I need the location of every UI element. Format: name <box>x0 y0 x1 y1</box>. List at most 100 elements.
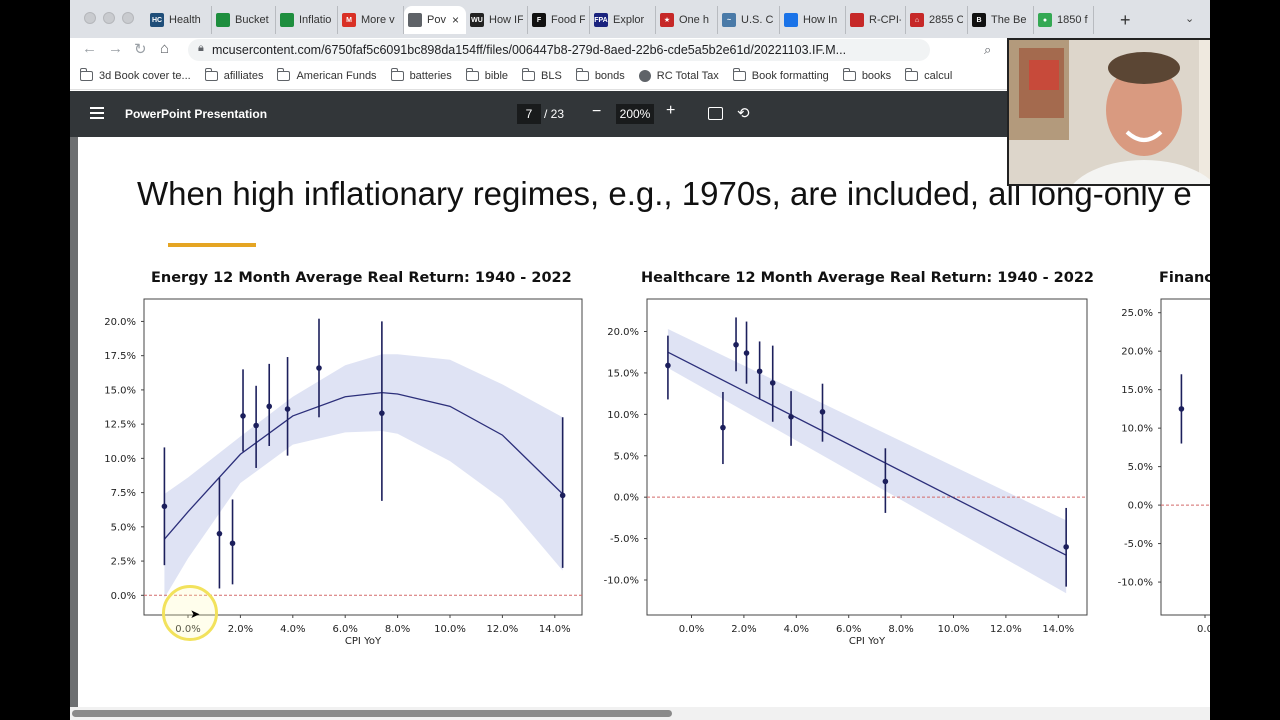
y-tick-label: -10.0% <box>604 576 639 587</box>
y-tick-label: -10.0% <box>1118 578 1153 589</box>
chart-title-energy: Energy 12 Month Average Real Return: 194… <box>151 270 572 286</box>
fit-page-icon[interactable] <box>708 107 723 120</box>
data-point <box>559 492 566 499</box>
tab[interactable]: R-CPI- <box>846 6 906 34</box>
horizontal-scrollbar[interactable] <box>70 707 1210 720</box>
data-point <box>240 413 246 419</box>
tab[interactable]: Inflatio <box>276 6 338 34</box>
page-number-input[interactable]: 7 <box>517 104 541 124</box>
bookmark-item[interactable]: RC Total Tax <box>638 69 719 82</box>
plot-area <box>1160 298 1210 616</box>
data-point <box>720 424 726 431</box>
y-tick-label: -5.0% <box>1124 539 1153 550</box>
bookmark-item[interactable]: Book formatting <box>732 67 829 82</box>
energy-chart: 0.0% 2.5% 5.0% 7.5% 10.0% 12.5% 15.0% 17.5% 20.0… <box>104 298 583 647</box>
rotate-icon[interactable]: ⟲ <box>737 105 750 122</box>
bookmark-item[interactable]: bonds <box>575 67 625 82</box>
bookmark-item[interactable]: BLS <box>522 67 562 82</box>
x-tick-label: 6.0% <box>332 624 357 635</box>
window-close-button[interactable] <box>84 12 96 24</box>
healthcare-chart: -10.0% -5.0% 0.0% 5.0% 10.0% 15.0% 20.0% 0.0% 2.… <box>604 298 1088 647</box>
tab[interactable]: ⌂ 2855 C <box>906 6 968 34</box>
bookmark-item[interactable]: books <box>842 67 891 82</box>
tab[interactable]: M More v <box>338 6 404 34</box>
y-tick-label: 5.0% <box>111 522 136 533</box>
tab-strip: HC Health Bucket Inflatio M More v Pov × WU How I… <box>70 0 1210 38</box>
back-arrow-icon[interactable]: ← <box>82 40 97 57</box>
forward-arrow-icon[interactable]: → <box>108 40 123 57</box>
home-icon[interactable]: ⌂ <box>160 40 170 57</box>
data-point <box>788 414 794 420</box>
folder-icon <box>732 67 746 81</box>
tab-label: More v <box>361 14 395 26</box>
window-maximize-button[interactable] <box>122 12 134 24</box>
globe-icon <box>638 69 651 82</box>
fit-line <box>163 391 564 540</box>
b-icon: B <box>972 13 986 27</box>
menu-icon[interactable] <box>90 107 104 119</box>
lock-icon[interactable]: 🔒︎ <box>198 42 204 54</box>
data-point <box>316 365 322 371</box>
data-point <box>1178 406 1185 412</box>
folder-icon <box>575 67 589 81</box>
tab[interactable]: B The Be <box>968 6 1034 34</box>
maps-icon: ● <box>1038 13 1052 27</box>
tab[interactable]: ● 1850 f <box>1034 6 1094 34</box>
bookmark-label: batteries <box>409 69 452 82</box>
bookmark-item[interactable]: batteries <box>390 67 452 82</box>
x-tick-label: 12.0% <box>990 624 1022 635</box>
bookmark-label: RC Total Tax <box>656 69 719 82</box>
tab-label: Health <box>169 14 201 26</box>
data-point <box>284 406 291 412</box>
tab-close-icon[interactable]: × <box>451 13 459 27</box>
bookmark-label: 3d Book cover te... <box>99 69 191 82</box>
x-tick-label: 2.0% <box>228 624 253 635</box>
new-tab-button[interactable]: + <box>1120 10 1131 30</box>
folder-icon <box>522 67 536 81</box>
address-bar[interactable]: 🔒︎ mcusercontent.com/6750faf5c6091bc898d… <box>188 39 1049 61</box>
bookmark-item[interactable]: calcul <box>905 67 953 82</box>
scrollbar-thumb[interactable] <box>72 710 672 717</box>
financials-chart: -10.0% -5.0% 0.0% 5.0% 10.0% 15.0% 20.0% 25.0% 0… <box>1118 298 1210 635</box>
tab-label: Inflatio <box>299 14 332 26</box>
mouse-pointer-icon: ➤ <box>190 607 201 621</box>
chart-icon: ~ <box>722 13 736 27</box>
tab[interactable]: WU How IF <box>466 6 528 34</box>
tab[interactable]: ~ U.S. C <box>718 6 780 34</box>
chart-title-healthcare: Healthcare 12 Month Average Real Return:… <box>641 270 1095 286</box>
zoom-out-icon[interactable]: − <box>592 103 602 120</box>
tab-label: The Be <box>991 14 1027 26</box>
data-point <box>253 422 259 429</box>
tab[interactable]: How In <box>780 6 846 34</box>
zoom-in-icon[interactable]: + <box>666 102 676 119</box>
tab[interactable]: ★ One h <box>656 6 718 34</box>
tab[interactable]: HC Health <box>146 6 212 34</box>
webcam-video-overlay <box>1007 38 1210 186</box>
bookmark-item[interactable]: American Funds <box>277 67 377 82</box>
confidence-band <box>164 354 563 599</box>
tab[interactable]: Pov × <box>404 6 466 34</box>
bookmark-item[interactable]: 3d Book cover te... <box>80 67 191 82</box>
data-point <box>743 350 750 356</box>
tab[interactable]: Bucket <box>212 6 276 34</box>
x-tick-label: 4.0% <box>280 624 305 635</box>
tab[interactable]: FPA Explor <box>590 6 656 34</box>
tab-search-chevron-icon[interactable]: ⌄ <box>1185 13 1195 25</box>
reload-icon[interactable]: ↻ <box>134 41 147 58</box>
magnifier-icon[interactable]: ⌕ <box>984 42 992 57</box>
tab[interactable]: F Food F <box>528 6 590 34</box>
folder-icon <box>204 67 218 81</box>
x-tick-label: 0.0% <box>679 624 704 635</box>
bookmark-item[interactable]: bible <box>465 67 508 82</box>
data-point <box>733 341 739 348</box>
bookmark-label: American Funds <box>296 69 377 82</box>
window-minimize-button[interactable] <box>103 12 115 24</box>
url-text[interactable]: mcusercontent.com/6750faf5c6091bc898da15… <box>212 43 847 57</box>
y-tick-label: 12.5% <box>104 420 136 431</box>
chart-title-financials: Financ <box>1159 270 1210 286</box>
zoom-level-input[interactable]: 200% <box>616 104 654 124</box>
y-tick-label: 5.0% <box>614 451 639 462</box>
bookmark-item[interactable]: afilliates <box>204 67 263 82</box>
bookmark-label: calcul <box>924 69 953 82</box>
cursor-highlight-ring <box>162 585 218 641</box>
